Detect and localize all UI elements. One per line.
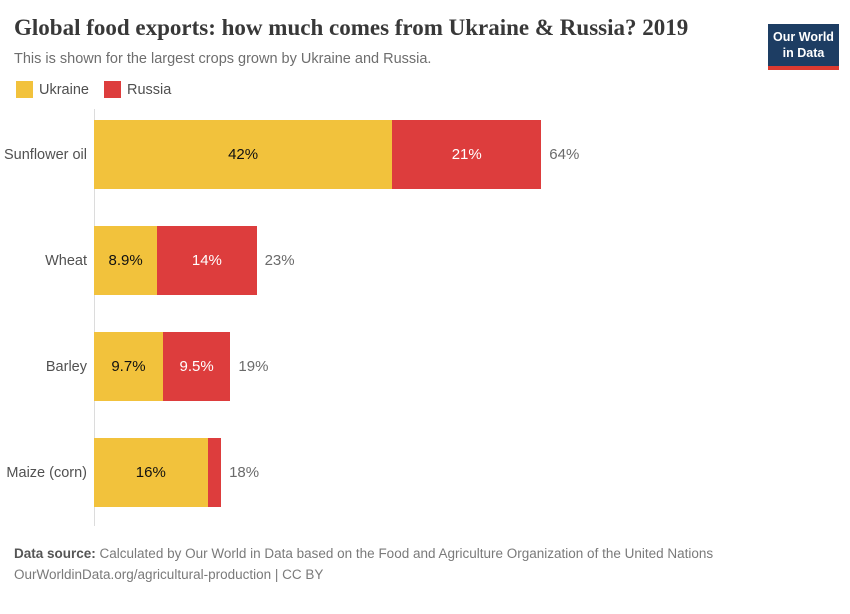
chart-row: Barley 9.7% 9.5% 19% [0, 314, 850, 420]
total-label: 64% [549, 146, 580, 164]
category-label: Maize (corn) [6, 464, 87, 481]
bar-row-area: 42% 21% 64% [94, 120, 580, 190]
category-label: Sunflower oil [3, 146, 87, 163]
owid-logo-line2: in Data [782, 46, 825, 61]
bar-segment-ukraine[interactable]: 8.9% [94, 226, 158, 296]
category-label: Wheat [45, 252, 87, 269]
chart-page: Global food exports: how much comes from… [0, 14, 850, 614]
bar-segment-russia[interactable] [207, 438, 222, 508]
legend: Ukraine Russia [16, 81, 850, 99]
total-label: 23% [264, 252, 295, 270]
y-axis-line [94, 108, 95, 526]
bar-segment-ukraine[interactable]: 42% [94, 120, 393, 190]
bar-segment-ukraine[interactable]: 9.7% [94, 332, 163, 402]
chart-row: Sunflower oil 42% 21% 64% [0, 102, 850, 208]
footer-link-line: OurWorldinData.org/agricultural-producti… [14, 566, 324, 582]
data-source-text: Calculated by Our World in Data based on… [95, 545, 714, 561]
subtitle: This is shown for the largest crops grow… [14, 50, 432, 67]
bar-segment-russia[interactable]: 14% [157, 226, 257, 296]
legend-swatch-russia [103, 81, 121, 99]
legend-label: Russia [126, 81, 172, 98]
chart-row: Wheat 8.9% 14% 23% [0, 208, 850, 314]
bar-segment-russia[interactable]: 21% [392, 120, 542, 190]
category-label: Barley [45, 358, 87, 375]
footer: Data source: Calculated by Our World in … [14, 544, 850, 586]
total-label: 18% [229, 464, 260, 482]
legend-item-ukraine: Ukraine [16, 81, 89, 99]
total-label: 19% [238, 358, 269, 376]
legend-swatch-ukraine [16, 81, 33, 99]
owid-logo-line1: Our World [773, 30, 834, 44]
bar-row-area: 16% 18% [94, 438, 260, 508]
legend-item-russia: Russia [103, 81, 172, 99]
chart-row: Maize (corn) 16% 18% [0, 420, 850, 526]
data-source-line: Data source: Calculated by Our World in … [14, 544, 850, 565]
data-source-label: Data source: [14, 545, 96, 561]
bar-row-area: 9.7% 9.5% 19% [94, 332, 269, 402]
bar-segment-ukraine[interactable]: 16% [94, 438, 208, 508]
bar-chart: Sunflower oil 42% 21% 64% Wheat 8.9% 14% 23% Bar… [0, 102, 850, 526]
legend-label: Ukraine [39, 81, 89, 98]
owid-logo[interactable]: Our World in Data [768, 24, 839, 70]
bar-segment-russia[interactable]: 9.5% [162, 332, 231, 402]
bar-row-area: 8.9% 14% 23% [94, 226, 295, 296]
page-title: Global food exports: how much comes from… [14, 15, 689, 40]
